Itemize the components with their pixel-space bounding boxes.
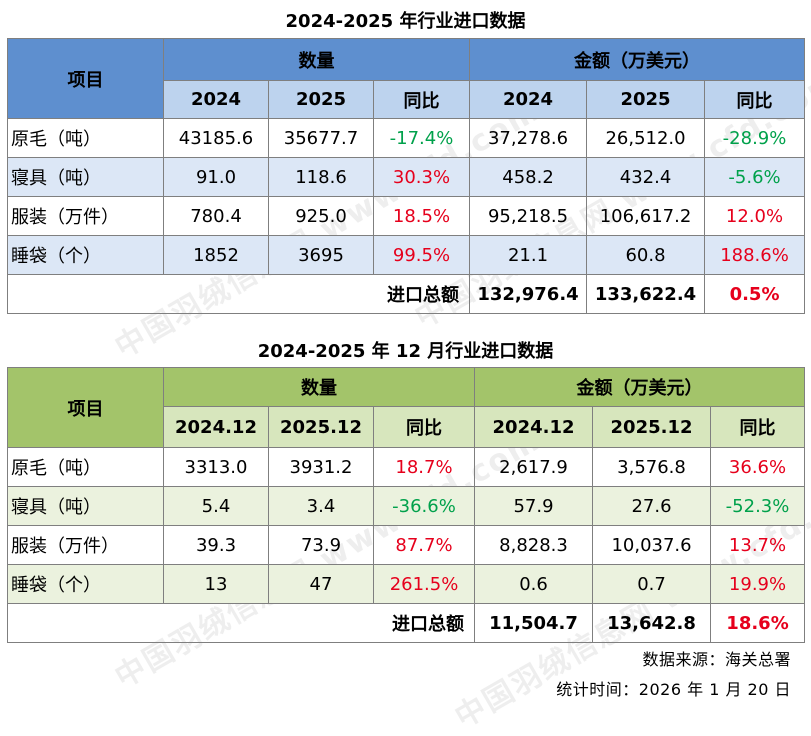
table-row: 寝具（吨） 91.0 118.6 30.3% 458.2 432.4 -5.6% [7,157,806,197]
yoy-cell: -5.6% [704,157,806,197]
yoy-cell: 19.9% [710,564,806,604]
cell: 95,218.5 [469,196,588,236]
total-row: 进口总额 132,976.4 133,622.4 0.5% [6,274,806,314]
cell: 43185.6 [163,118,269,158]
cell: 73.9 [268,525,374,565]
yoy-cell: -36.6% [372,486,476,526]
cell: 3.4 [268,486,374,526]
yoy-cell: -17.4% [372,118,471,158]
row-label: 服装（万件） [7,196,164,236]
row-label: 原毛（吨） [7,118,164,158]
sub-header: 2024.12 [474,406,594,448]
sub-header: 2024.12 [163,406,269,448]
cell: 26,512.0 [586,118,706,158]
sub-header: 2024 [469,80,588,119]
row-label: 寝具（吨） [7,157,164,197]
item-header: 项目 [7,38,164,119]
total-label: 进口总额 [6,274,471,314]
cell: 0.7 [592,564,712,604]
table-row: 睡袋（个） 1852 3695 99.5% 21.1 60.8 188.6% [7,235,806,275]
sub-header: 2025 [268,80,374,119]
sub-header: 2024 [163,80,269,119]
table-row: 服装（万件） 780.4 925.0 18.5% 95,218.5 106,61… [7,196,806,236]
sub-header: 2025.12 [268,406,374,448]
quantity-header: 数量 [162,367,476,407]
quantity-header: 数量 [162,38,471,81]
cell: 2,617.9 [474,447,594,487]
total-label: 进口总额 [6,603,476,643]
yoy-cell: 18.5% [372,196,471,236]
cell: 458.2 [469,157,588,197]
sub-header: 同比 [704,80,806,119]
yoy-cell: 30.3% [372,157,471,197]
cell: 5.4 [163,486,269,526]
table-row: 寝具（吨） 5.4 3.4 -36.6% 57.9 27.6 -52.3% [7,486,806,526]
cell: 37,278.6 [469,118,588,158]
cell: 13 [163,564,269,604]
cell: 780.4 [163,196,269,236]
yoy-cell: -28.9% [704,118,806,158]
cell: 39.3 [163,525,269,565]
total-2024: 132,976.4 [469,274,588,314]
december-import-table: 项目 数量 金额（万美元） 2024.12 2025.12 同比 2024.12… [6,367,806,643]
yoy-cell: 87.7% [372,525,476,565]
cell: 3,576.8 [592,447,712,487]
cell: 0.6 [474,564,594,604]
sub-header: 2025.12 [592,406,712,448]
cell: 57.9 [474,486,594,526]
total-2024: 11,504.7 [474,603,594,643]
cell: 106,617.2 [586,196,706,236]
annual-import-table: 项目 数量 金额（万美元） 2024 2025 同比 2024 2025 同比 … [6,38,806,314]
table-row: 原毛（吨） 43185.6 35677.7 -17.4% 37,278.6 26… [7,118,806,158]
yoy-cell: 188.6% [704,235,806,275]
total-yoy: 0.5% [704,274,806,314]
table1-title: 2024-2025 年行业进口数据 [285,11,526,32]
yoy-cell: 261.5% [372,564,476,604]
cell: 21.1 [469,235,588,275]
cell: 3313.0 [163,447,269,487]
cell: 8,828.3 [474,525,594,565]
cell: 10,037.6 [592,525,712,565]
row-label: 原毛（吨） [7,447,164,487]
total-yoy: 18.6% [710,603,806,643]
yoy-cell: 13.7% [710,525,806,565]
cell: 35677.7 [268,118,374,158]
table-row: 服装（万件） 39.3 73.9 87.7% 8,828.3 10,037.6 … [7,525,806,565]
cell: 1852 [163,235,269,275]
sub-header: 同比 [372,80,471,119]
cell: 3931.2 [268,447,374,487]
yoy-cell: 18.7% [372,447,476,487]
cell: 3695 [268,235,374,275]
cell: 118.6 [268,157,374,197]
amount-header: 金额（万美元） [474,367,806,407]
row-label: 服装（万件） [7,525,164,565]
yoy-cell: -52.3% [710,486,806,526]
cell: 91.0 [163,157,269,197]
sub-header: 同比 [372,406,476,448]
cell: 925.0 [268,196,374,236]
row-label: 睡袋（个） [7,564,164,604]
row-label: 睡袋（个） [7,235,164,275]
table-row: 原毛（吨） 3313.0 3931.2 18.7% 2,617.9 3,576.… [7,447,806,487]
table-row: 睡袋（个） 13 47 261.5% 0.6 0.7 19.9% [7,564,806,604]
cell: 60.8 [586,235,706,275]
total-2025: 133,622.4 [586,274,706,314]
cell: 47 [268,564,374,604]
total-2025: 13,642.8 [592,603,712,643]
yoy-cell: 36.6% [710,447,806,487]
total-row: 进口总额 11,504.7 13,642.8 18.6% [6,603,806,643]
table2-title: 2024-2025 年 12 月行业进口数据 [257,341,554,362]
yoy-cell: 12.0% [704,196,806,236]
row-label: 寝具（吨） [7,486,164,526]
item-header: 项目 [7,367,164,448]
source-note: 数据来源：海关总署 [642,650,791,669]
sub-header: 同比 [710,406,806,448]
cell: 27.6 [592,486,712,526]
cell: 432.4 [586,157,706,197]
date-note: 统计时间：2026 年 1 月 20 日 [556,680,791,699]
amount-header: 金额（万美元） [469,38,806,81]
yoy-cell: 99.5% [372,235,471,275]
sub-header: 2025 [586,80,706,119]
